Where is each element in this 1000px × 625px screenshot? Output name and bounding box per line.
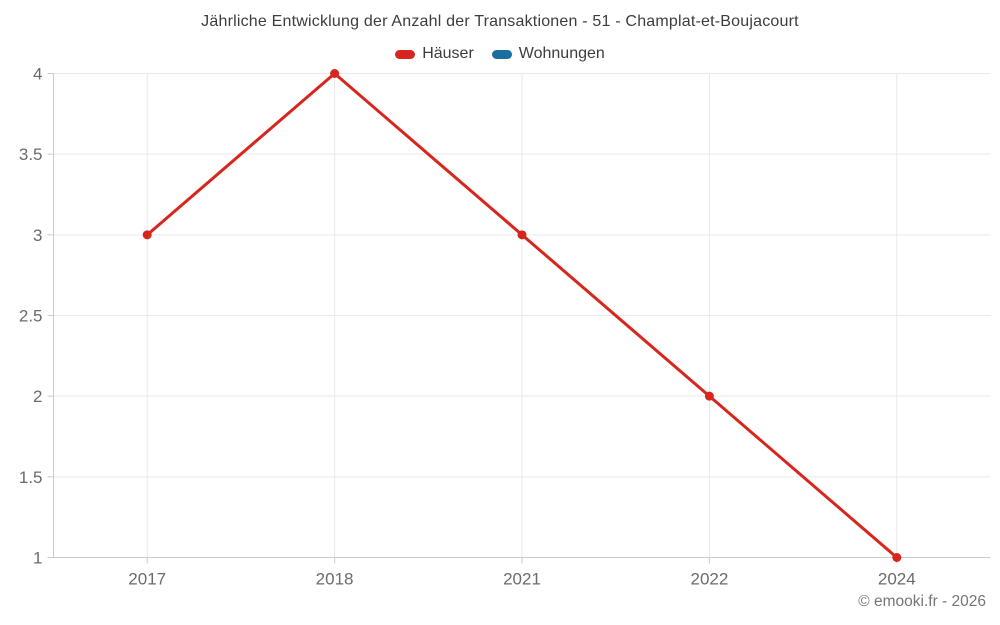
legend-item-haeuser[interactable]: Häuser (395, 45, 474, 63)
data-point[interactable] (330, 69, 340, 78)
data-point[interactable] (892, 553, 902, 562)
data-point[interactable] (704, 391, 714, 401)
y-axis-label: 2.5 (19, 307, 43, 326)
x-axis-label: 2022 (690, 570, 728, 589)
y-axis-label: 4 (33, 65, 42, 84)
x-axis-label: 2018 (316, 570, 354, 589)
legend-item-label: Wohnungen (518, 45, 605, 62)
x-axis-label: 2021 (503, 570, 541, 589)
legend-swatch-icon (491, 49, 512, 59)
legend-item-label: Häuser (422, 45, 474, 62)
y-axis-label: 2 (33, 387, 42, 406)
x-axis-label: 2017 (128, 570, 166, 589)
y-axis-label: 1 (33, 549, 42, 568)
legend-item-wohnungen[interactable]: Wohnungen (491, 45, 605, 63)
y-axis-label: 1.5 (19, 468, 43, 487)
legend-swatch-icon (395, 49, 416, 59)
y-axis-label: 3 (33, 226, 42, 245)
legend: Häuser Wohnungen (0, 45, 1000, 63)
copyright: © emooki.fr - 2026 (858, 593, 986, 610)
y-axis-label: 3.5 (19, 145, 43, 164)
chart-title: Jährliche Entwicklung der Anzahl der Tra… (201, 13, 799, 30)
data-point[interactable] (517, 230, 527, 240)
x-axis-label: 2024 (878, 570, 916, 589)
data-point[interactable] (142, 230, 152, 240)
